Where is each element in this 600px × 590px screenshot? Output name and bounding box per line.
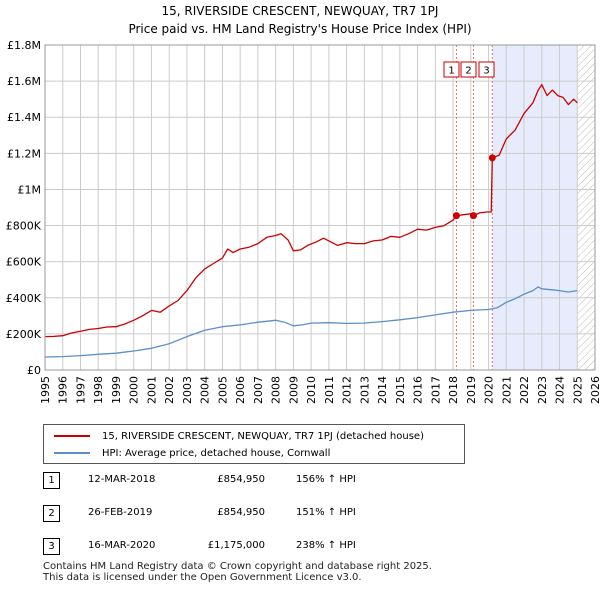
footer-copyright: Contains HM Land Registry data © Crown c…	[43, 561, 432, 572]
sale-row: 2 26-FEB-2019 £854,950 151% ↑ HPI	[0, 505, 600, 525]
sale-label-number: 1	[448, 66, 454, 77]
x-tick-label: 2015	[394, 376, 407, 404]
x-tick-label: 2007	[252, 376, 265, 404]
x-tick-label: 2005	[216, 376, 229, 404]
legend-swatch-property	[54, 435, 90, 437]
hpi-line	[44, 286, 578, 358]
x-tick-label: 2019	[465, 376, 478, 404]
sale-label-number: 2	[465, 66, 471, 77]
x-tick-label: 2009	[287, 376, 300, 404]
footer: Contains HM Land Registry data © Crown c…	[43, 561, 432, 583]
x-tick-label: 2017	[429, 376, 442, 404]
x-tick-label: 1998	[92, 376, 105, 404]
sale-date: 26-FEB-2019	[88, 507, 153, 518]
x-tick-label: 2010	[305, 376, 318, 404]
x-tick-label: 2002	[163, 376, 176, 404]
y-tick-label: £1M	[18, 183, 42, 196]
y-tick-label: £1.6M	[7, 75, 41, 88]
sale-price: £854,950	[217, 507, 265, 518]
x-tick-label: 2004	[199, 376, 212, 404]
y-tick-label: £200K	[6, 328, 42, 341]
x-tick-label: 2023	[536, 376, 549, 404]
legend-item-property: 15, RIVERSIDE CRESCENT, NEWQUAY, TR7 1PJ…	[54, 429, 424, 443]
sale-hpi-change: 238% ↑ HPI	[296, 540, 356, 551]
x-tick-label: 1999	[110, 376, 123, 404]
x-tick-label: 2013	[358, 376, 371, 404]
y-tick-label: £800K	[6, 220, 42, 233]
price-chart: £0 £200K £400K £600K £800K £1M £1.2M £1.4M £1.6M…	[6, 39, 600, 404]
x-tick-label: 2020	[483, 376, 496, 404]
legend-label-hpi: HPI: Average price, detached house, Corn…	[102, 447, 331, 459]
sale-date: 16-MAR-2020	[88, 540, 156, 551]
future-hatch-region	[577, 45, 595, 370]
plot-border	[44, 44, 596, 371]
sale-date: 12-MAR-2018	[88, 474, 156, 485]
property-price-line	[44, 84, 578, 338]
sale-number-badge: 1	[43, 472, 60, 489]
y-tick-label: £1.4M	[7, 111, 41, 124]
x-tick-label: 2025	[571, 376, 584, 404]
sale-hpi-change: 156% ↑ HPI	[296, 474, 356, 485]
sale-number-badge: 2	[43, 505, 60, 522]
x-tick-label: 2018	[447, 376, 460, 404]
sale-point	[452, 212, 460, 220]
x-tick-label: 1997	[74, 376, 87, 404]
x-tick-label: 2014	[376, 376, 389, 404]
x-tick-label: 2001	[145, 376, 158, 404]
sale-price: £1,175,000	[207, 540, 265, 551]
x-tick-label: 2006	[234, 376, 247, 404]
footer-licence: This data is licensed under the Open Gov…	[43, 572, 362, 583]
chart-title: 15, RIVERSIDE CRESCENT, NEWQUAY, TR7 1PJ	[161, 4, 439, 18]
sale-number-badge: 3	[43, 538, 60, 555]
sale-row: 3 16-MAR-2020 £1,175,000 238% ↑ HPI	[0, 538, 600, 558]
shaded-region	[492, 45, 578, 370]
x-tick-label: 2016	[412, 376, 425, 404]
y-tick-label: £600K	[6, 256, 42, 269]
x-tick-label: 1996	[57, 376, 70, 404]
x-tick-label: 2000	[128, 376, 141, 404]
legend-item-hpi: HPI: Average price, detached house, Corn…	[54, 446, 330, 460]
y-tick-label: £0	[27, 364, 41, 377]
x-tick-label: 2011	[323, 376, 336, 404]
x-tick-label: 2003	[181, 376, 194, 404]
sale-label-box	[478, 61, 495, 78]
x-tick-label: 2021	[500, 376, 513, 404]
sale-label-box	[443, 61, 460, 78]
sale-hpi-change: 151% ↑ HPI	[296, 507, 356, 518]
y-tick-label: £400K	[6, 292, 42, 305]
x-tick-label: 2026	[589, 376, 600, 404]
x-tick-label: 2012	[341, 376, 354, 404]
legend-swatch-hpi	[54, 452, 90, 454]
sale-row: 1 12-MAR-2018 £854,950 156% ↑ HPI	[0, 472, 600, 492]
sale-label-number: 3	[483, 66, 489, 77]
sale-label-box	[460, 61, 477, 78]
sale-point	[469, 212, 477, 220]
legend-label-property: 15, RIVERSIDE CRESCENT, NEWQUAY, TR7 1PJ…	[102, 430, 424, 442]
x-tick-label: 2008	[270, 376, 283, 404]
sale-price: £854,950	[217, 474, 265, 485]
y-tick-label: £1.2M	[7, 147, 41, 160]
x-tick-label: 2022	[518, 376, 531, 404]
x-tick-label: 2024	[554, 376, 567, 404]
y-tick-label: £1.8M	[7, 39, 41, 52]
chart-subtitle: Price paid vs. HM Land Registry's House …	[128, 22, 472, 36]
chart-legend: 15, RIVERSIDE CRESCENT, NEWQUAY, TR7 1PJ…	[43, 424, 465, 464]
x-tick-label: 1995	[39, 376, 52, 404]
sale-point	[488, 154, 496, 162]
